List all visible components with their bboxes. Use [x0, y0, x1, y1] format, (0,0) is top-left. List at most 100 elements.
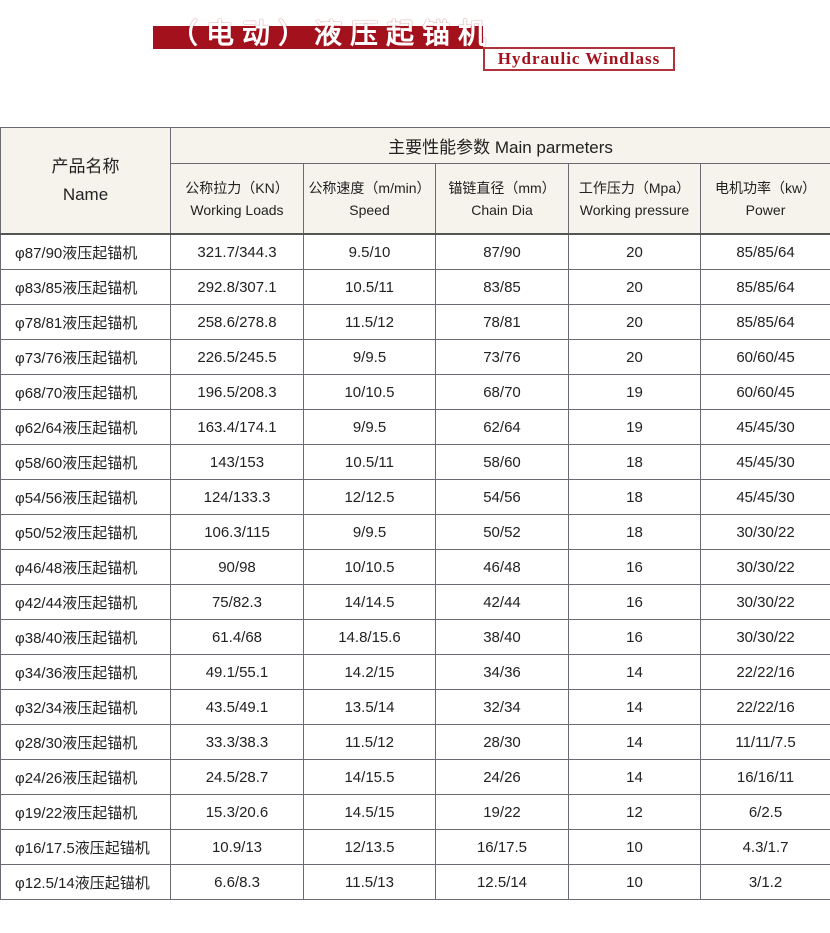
value-cell: 10/10.5	[303, 549, 436, 585]
name-column-header: 产品名称 Name	[0, 127, 171, 235]
value-cell: 20	[568, 269, 701, 305]
value-cell: 12	[568, 794, 701, 830]
column-header: 公称速度（m/min） Speed	[303, 163, 436, 235]
value-cell: 60/60/45	[699, 339, 830, 375]
column-header-en: Chain Dia	[471, 201, 533, 218]
value-cell: 20	[568, 304, 701, 340]
product-name-cell: φ50/52液压起锚机	[0, 514, 171, 550]
product-name-cell: φ24/26液压起锚机	[0, 759, 171, 795]
table-row: φ38/40液压起锚机 61.4/68 14.8/15.6 38/40 16 30/30/…	[0, 619, 830, 655]
value-cell: 34/36	[435, 654, 569, 690]
value-cell: 24.5/28.7	[170, 759, 304, 795]
value-cell: 24/26	[435, 759, 569, 795]
value-cell: 11.5/12	[303, 724, 436, 760]
value-cell: 75/82.3	[170, 584, 304, 620]
value-cell: 19	[568, 374, 701, 410]
value-cell: 9/9.5	[303, 514, 436, 550]
value-cell: 3/1.2	[699, 864, 830, 900]
value-cell: 196.5/208.3	[170, 374, 304, 410]
product-name-cell: φ87/90液压起锚机	[0, 233, 171, 270]
value-cell: 321.7/344.3	[170, 233, 304, 270]
value-cell: 61.4/68	[170, 619, 304, 655]
product-name-cell: φ78/81液压起锚机	[0, 304, 171, 340]
value-cell: 30/30/22	[699, 584, 830, 620]
value-cell: 14.8/15.6	[303, 619, 436, 655]
table-row: φ50/52液压起锚机 106.3/115 9/9.5 50/52 18 30/30/22	[0, 514, 830, 550]
product-name-cell: φ12.5/14液压起锚机	[0, 864, 171, 900]
value-cell: 13.5/14	[303, 689, 436, 725]
table-row: φ12.5/14液压起锚机 6.6/8.3 11.5/13 12.5/14 10 3/1.…	[0, 864, 830, 900]
table-row: φ62/64液压起锚机 163.4/174.1 9/9.5 62/64 19 45/45/…	[0, 409, 830, 445]
value-cell: 14	[568, 654, 701, 690]
value-cell: 49.1/55.1	[170, 654, 304, 690]
value-cell: 19/22	[435, 794, 569, 830]
product-name-cell: φ34/36液压起锚机	[0, 654, 171, 690]
value-cell: 292.8/307.1	[170, 269, 304, 305]
value-cell: 30/30/22	[699, 549, 830, 585]
value-cell: 14	[568, 724, 701, 760]
product-name-cell: φ54/56液压起锚机	[0, 479, 171, 515]
product-name-cell: φ42/44液压起锚机	[0, 584, 171, 620]
value-cell: 9/9.5	[303, 339, 436, 375]
value-cell: 73/76	[435, 339, 569, 375]
value-cell: 18	[568, 444, 701, 480]
value-cell: 226.5/245.5	[170, 339, 304, 375]
value-cell: 15.3/20.6	[170, 794, 304, 830]
value-cell: 54/56	[435, 479, 569, 515]
table-row: φ58/60液压起锚机 143/153 10.5/11 58/60 18 45/45/30	[0, 444, 830, 480]
value-cell: 14.2/15	[303, 654, 436, 690]
column-header: 锚链直径（mm） Chain Dia	[435, 163, 569, 235]
column-header-en: Speed	[349, 201, 390, 218]
value-cell: 62/64	[435, 409, 569, 445]
value-cell: 83/85	[435, 269, 569, 305]
value-cell: 85/85/64	[699, 269, 830, 305]
value-cell: 78/81	[435, 304, 569, 340]
value-cell: 106.3/115	[170, 514, 304, 550]
value-cell: 10	[568, 864, 701, 900]
value-cell: 38/40	[435, 619, 569, 655]
table-row: φ16/17.5液压起锚机 10.9/13 12/13.5 16/17.5 10 4.3/…	[0, 829, 830, 865]
product-name-cell: φ28/30液压起锚机	[0, 724, 171, 760]
column-header: 公称拉力（KN） Working Loads	[170, 163, 304, 235]
product-name-cell: φ46/48液压起锚机	[0, 549, 171, 585]
value-cell: 45/45/30	[699, 409, 830, 445]
column-header-cn: 锚链直径（mm）	[448, 179, 556, 196]
value-cell: 14	[568, 759, 701, 795]
table-row: φ34/36液压起锚机 49.1/55.1 14.2/15 34/36 14 22/22/…	[0, 654, 830, 690]
column-header: 电机功率（kw） Power	[699, 163, 830, 235]
value-cell: 18	[568, 514, 701, 550]
value-cell: 12/12.5	[303, 479, 436, 515]
value-cell: 4.3/1.7	[699, 829, 830, 865]
value-cell: 14	[568, 689, 701, 725]
value-cell: 10.5/11	[303, 269, 436, 305]
value-cell: 20	[568, 339, 701, 375]
spec-table: 产品名称 Name 主要性能参数 Main parmeters 公称拉力（KN）…	[0, 127, 830, 900]
value-cell: 18	[568, 479, 701, 515]
value-cell: 42/44	[435, 584, 569, 620]
value-cell: 124/133.3	[170, 479, 304, 515]
value-cell: 11.5/12	[303, 304, 436, 340]
column-header-en: Power	[745, 201, 786, 218]
value-cell: 9.5/10	[303, 233, 436, 270]
value-cell: 163.4/174.1	[170, 409, 304, 445]
table-row: φ46/48液压起锚机 90/98 10/10.5 46/48 16 30/30/22	[0, 549, 830, 585]
value-cell: 85/85/64	[699, 233, 830, 270]
value-cell: 60/60/45	[699, 374, 830, 410]
value-cell: 12/13.5	[303, 829, 436, 865]
product-name-cell: φ58/60液压起锚机	[0, 444, 171, 480]
value-cell: 68/70	[435, 374, 569, 410]
column-header-en: Working pressure	[579, 201, 690, 218]
table-row: φ24/26液压起锚机 24.5/28.7 14/15.5 24/26 14 16/16/…	[0, 759, 830, 795]
product-name-cell: φ16/17.5液压起锚机	[0, 829, 171, 865]
value-cell: 19	[568, 409, 701, 445]
value-cell: 10.5/11	[303, 444, 436, 480]
name-header-cn: 产品名称	[51, 156, 120, 176]
value-cell: 11.5/13	[303, 864, 436, 900]
value-cell: 10/10.5	[303, 374, 436, 410]
value-cell: 11/11/7.5	[699, 724, 830, 760]
value-cell: 30/30/22	[699, 514, 830, 550]
value-cell: 10	[568, 829, 701, 865]
value-cell: 85/85/64	[699, 304, 830, 340]
column-header-cn: 公称速度（m/min）	[308, 179, 431, 196]
table-row: φ28/30液压起锚机 33.3/38.3 11.5/12 28/30 14 11/11/…	[0, 724, 830, 760]
